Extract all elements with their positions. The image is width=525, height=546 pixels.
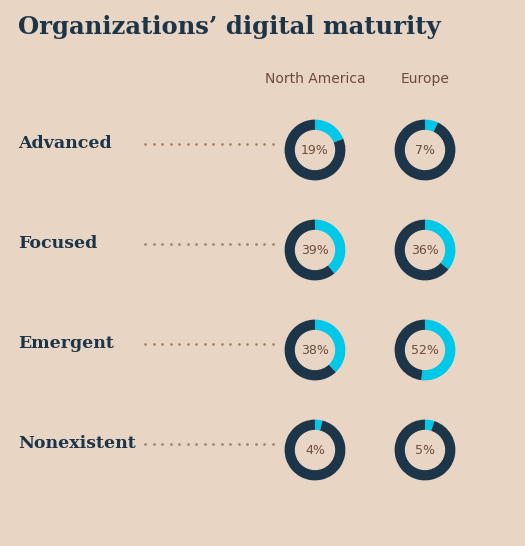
Circle shape [405, 330, 445, 370]
Wedge shape [315, 120, 343, 143]
Circle shape [405, 431, 445, 470]
Wedge shape [421, 319, 455, 381]
Wedge shape [285, 319, 336, 381]
Wedge shape [395, 419, 455, 480]
Text: 38%: 38% [301, 343, 329, 357]
Text: 36%: 36% [411, 244, 439, 257]
Wedge shape [395, 219, 448, 281]
Circle shape [296, 130, 334, 169]
Wedge shape [395, 319, 425, 380]
Text: 19%: 19% [301, 144, 329, 157]
Wedge shape [285, 219, 334, 281]
Wedge shape [315, 319, 345, 372]
Text: Europe: Europe [401, 72, 449, 86]
Text: Organizations’ digital maturity: Organizations’ digital maturity [18, 15, 440, 39]
Text: Focused: Focused [18, 235, 97, 252]
Wedge shape [315, 419, 322, 431]
Text: 52%: 52% [411, 343, 439, 357]
Text: Nonexistent: Nonexistent [18, 436, 136, 453]
Text: North America: North America [265, 72, 365, 86]
Wedge shape [285, 419, 345, 480]
Wedge shape [315, 219, 345, 274]
Wedge shape [425, 120, 438, 132]
Wedge shape [425, 219, 455, 269]
Circle shape [296, 431, 334, 470]
Circle shape [296, 230, 334, 270]
Text: Advanced: Advanced [18, 135, 112, 152]
Circle shape [405, 130, 445, 169]
Text: Emergent: Emergent [18, 335, 114, 353]
Wedge shape [425, 419, 434, 431]
Text: 7%: 7% [415, 144, 435, 157]
Text: 5%: 5% [415, 443, 435, 456]
Text: 4%: 4% [305, 443, 325, 456]
Wedge shape [395, 120, 455, 180]
Circle shape [296, 330, 334, 370]
Wedge shape [285, 120, 345, 180]
Circle shape [405, 230, 445, 270]
Text: 39%: 39% [301, 244, 329, 257]
